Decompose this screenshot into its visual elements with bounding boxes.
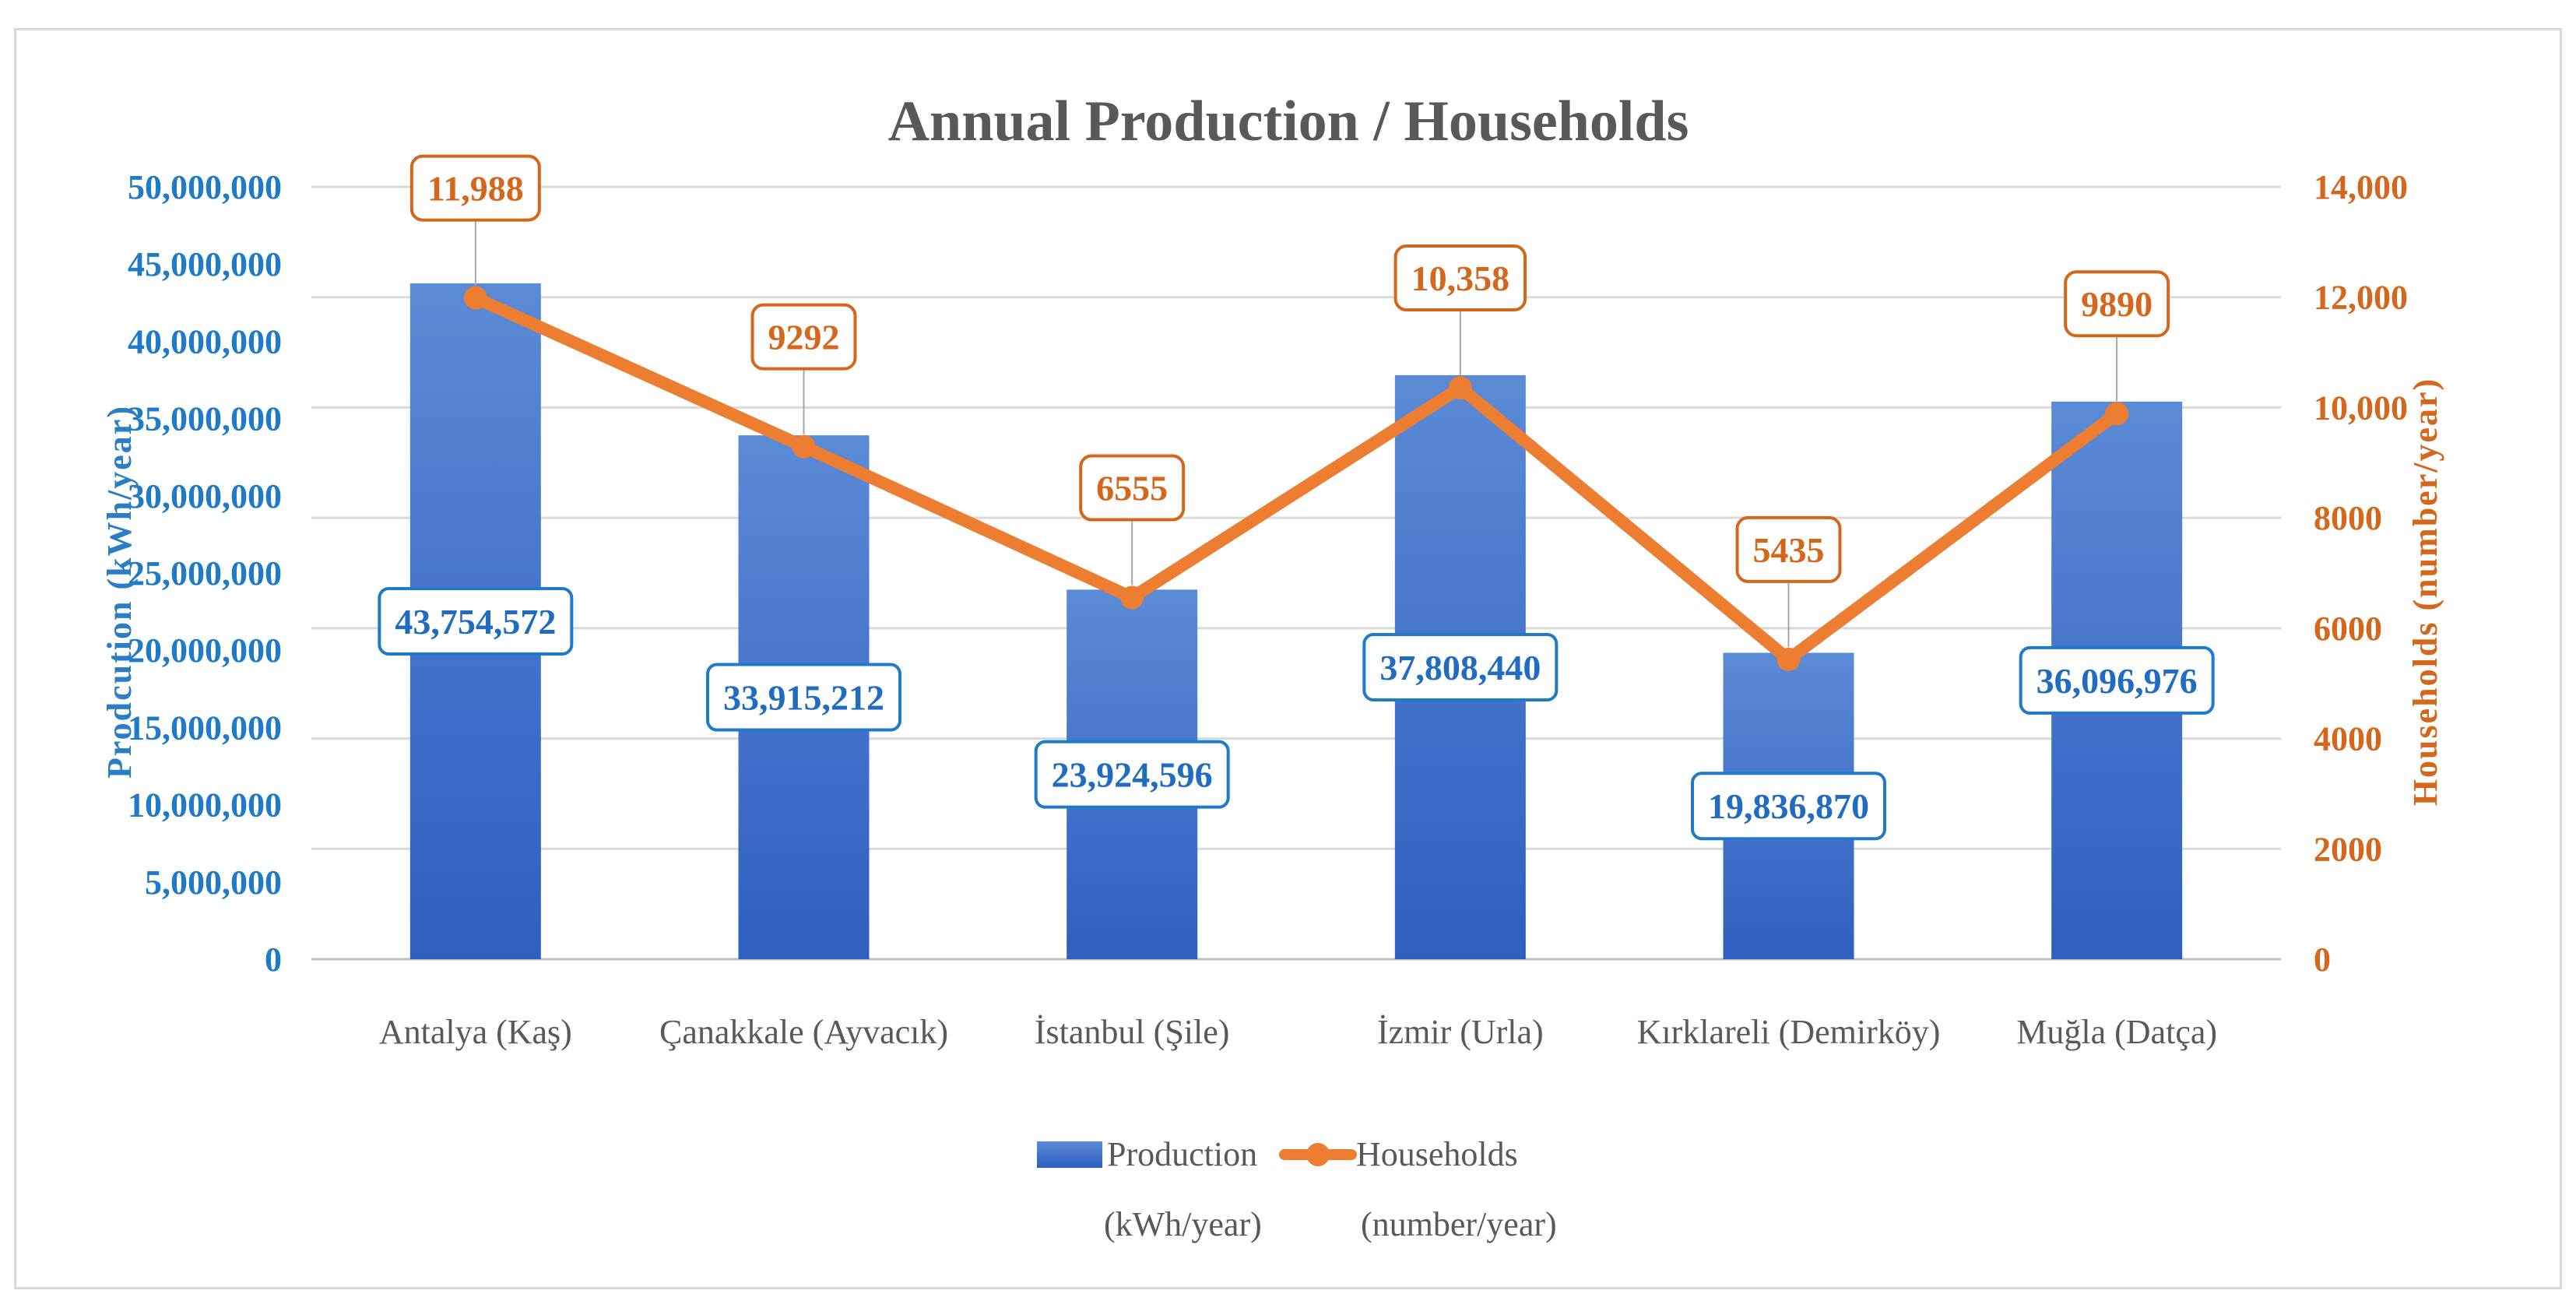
households-line [469, 291, 2124, 666]
x-tick-label: Antalya (Kaş) [379, 1013, 572, 1051]
legend-swatch-households-marker [1306, 1143, 1330, 1166]
bar-value-label: 43,754,572 [395, 602, 556, 642]
line-data-labels: 11,988 9292 6555 10,358 5435 9890 [409, 154, 2170, 647]
y-tick-label: 25,000,000 [128, 554, 282, 592]
y2-tick-label: 14,000 [2314, 168, 2408, 206]
y-tick-label: 10,000,000 [128, 786, 282, 825]
line-series [463, 286, 2129, 671]
line-label-box [1735, 515, 1842, 583]
line-label-box [409, 154, 541, 222]
bar-label-box [1362, 632, 1559, 701]
bar-label-box [706, 663, 901, 732]
y2-tick-label: 0 [2314, 941, 2331, 979]
y2-tick-label: 12,000 [2314, 279, 2408, 317]
households-marker [2105, 402, 2129, 426]
legend-swatch-production [1037, 1141, 1102, 1168]
legend-label-households-line1: Households [1356, 1135, 1518, 1173]
y-tick-label: 35,000,000 [128, 400, 282, 438]
y-tick-label: 30,000,000 [128, 477, 282, 515]
y2-tick-label: 4000 [2314, 720, 2382, 758]
households-marker [1120, 585, 1144, 610]
chart-title: Annual Production / Households [888, 90, 1689, 153]
y-tick-label: 5,000,000 [145, 863, 282, 902]
bar-value-label: 19,836,870 [1708, 786, 1869, 826]
x-axis-ticks: Antalya (Kaş) Çanakkale (Ayvacık) İstanbul… [379, 1013, 2217, 1051]
y-tick-label: 45,000,000 [128, 245, 282, 283]
bar-label-box [2019, 645, 2215, 715]
x-tick-label: Çanakkale (Ayvacık) [659, 1013, 948, 1051]
y2-axis-ticks: 0 2000 4000 6000 8000 10,000 12,000 14,000 [2314, 168, 2408, 979]
line-value-label: 9292 [768, 318, 840, 357]
y2-axis-label: Households (number/year) [2406, 378, 2444, 806]
bar-data-labels: 43,754,572 33,915,212 23,924,596 37,808,440… [378, 586, 2215, 841]
x-tick-label: İzmir (Urla) [1377, 1013, 1544, 1051]
bar-value-label: 36,096,976 [2037, 661, 2198, 701]
line-value-label: 9890 [2081, 284, 2153, 324]
y-axis-ticks: 0 5,000,000 10,000,000 15,000,000 20,000,000… [128, 168, 282, 979]
y-axis-label: Prodcution (kWh/year) [100, 405, 139, 779]
line-label-box [2064, 270, 2170, 338]
households-marker [1776, 647, 1801, 671]
y2-tick-label: 10,000 [2314, 389, 2408, 427]
y2-tick-label: 8000 [2314, 499, 2382, 537]
legend-label-production-line2: (kWh/year) [1104, 1205, 1262, 1243]
x-tick-label: Muğla (Datça) [2016, 1013, 2217, 1051]
y-tick-label: 15,000,000 [128, 708, 282, 747]
bar-label-box [1034, 740, 1230, 809]
line-value-label: 11,988 [427, 169, 524, 209]
legend-label-production-line1: Production [1107, 1135, 1257, 1173]
y-tick-label: 40,000,000 [128, 322, 282, 360]
line-value-label: 5435 [1753, 530, 1825, 570]
line-label-box [1079, 454, 1186, 522]
y-tick-label: 0 [265, 941, 282, 979]
legend: Production (kWh/year) Households (number… [1037, 1135, 1557, 1243]
households-marker [463, 286, 487, 310]
gridlines [311, 185, 2281, 961]
line-label-box [750, 303, 857, 371]
y-tick-label: 20,000,000 [128, 631, 282, 670]
y2-tick-label: 6000 [2314, 610, 2382, 648]
households-marker [792, 434, 816, 459]
line-value-label: 10,358 [1411, 258, 1510, 298]
line-label-box [1393, 244, 1527, 312]
bar-value-label: 33,915,212 [723, 678, 884, 718]
y-tick-label: 50,000,000 [128, 168, 282, 206]
bar-value-label: 23,924,596 [1052, 755, 1213, 795]
y2-tick-label: 2000 [2314, 830, 2382, 868]
x-tick-label: İstanbul (Şile) [1035, 1013, 1230, 1051]
bar-label-box [378, 586, 574, 656]
households-marker [1448, 376, 1472, 400]
line-value-label: 6555 [1096, 469, 1168, 508]
legend-label-households-line2: (number/year) [1361, 1205, 1557, 1243]
bar-label-box [1691, 772, 1886, 841]
x-tick-label: Kırklareli (Demirköy) [1637, 1013, 1941, 1051]
bar-value-label: 37,808,440 [1379, 648, 1541, 687]
